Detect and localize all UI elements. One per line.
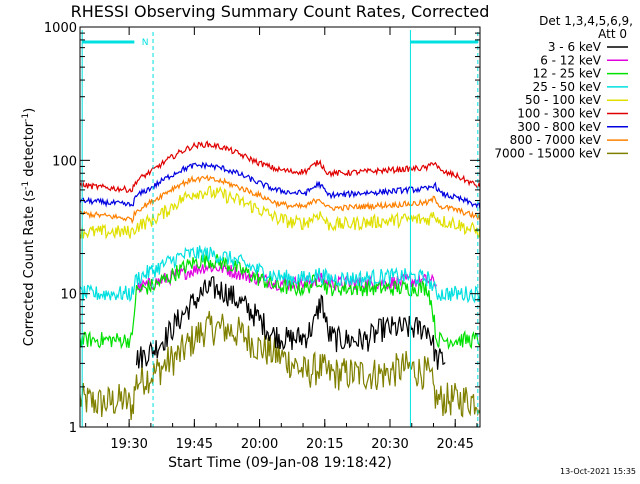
legend-label-5: 100 - 300 keV: [517, 107, 601, 121]
x-tick-label-4: 20:30: [371, 437, 408, 452]
x-tick-label-2: 20:00: [241, 437, 278, 452]
x-tick-label-1: 19:45: [176, 437, 213, 452]
y-tick-label-0: 1: [69, 421, 77, 436]
legend-header-line1: Det 1,3,4,5,6,9,: [539, 14, 633, 28]
night-marker: N: [142, 38, 149, 48]
x-axis-label: Start Time (09-Jan-08 19:18:42): [168, 455, 392, 471]
legend-label-3: 25 - 50 keV: [533, 80, 602, 94]
plot-area: N: [79, 30, 481, 427]
legend-label-1: 6 - 12 keV: [540, 53, 602, 67]
series-line-7: [79, 174, 481, 225]
legend-label-7: 800 - 7000 keV: [510, 133, 602, 147]
y-axis-label: Corrected Count Rate (s-1 detector-1): [21, 108, 37, 346]
y-axis-label-sup2: -1: [21, 113, 31, 122]
series-line-0: [135, 276, 446, 370]
y-axis-label-end: ): [22, 108, 37, 113]
series-line-5: [79, 140, 481, 194]
y-axis-label-main: Corrected Count Rate (s: [22, 190, 37, 347]
y-tick-label-3: 1000: [44, 21, 77, 36]
y-axis-label-sup1: -1: [21, 181, 31, 190]
series-line-8: [79, 310, 481, 421]
chart-title: RHESSI Observing Summary Count Rates, Co…: [71, 2, 490, 21]
x-tick-label-0: 19:30: [110, 437, 147, 452]
timestamp: 13-Oct-2021 15:35: [560, 467, 636, 476]
series-line-6: [79, 161, 481, 209]
legend-label-2: 12 - 25 keV: [533, 67, 602, 81]
x-tick-label-3: 20:15: [306, 437, 343, 452]
series-line-2: [79, 252, 481, 351]
series-line-3: [79, 245, 481, 304]
y-tick-label-1: 10: [60, 288, 77, 303]
x-tick-label-5: 20:45: [436, 437, 473, 452]
y-tick-label-2: 100: [52, 154, 77, 169]
y-axis-label-mid: detector: [22, 121, 37, 181]
y-axis: 1 10 100 1000: [44, 21, 480, 436]
legend-label-8: 7000 - 15000 keV: [494, 146, 601, 160]
series-line-4: [79, 185, 481, 240]
x-axis: 19:30 19:45 20:00 20:15 20:30 20:45: [85, 27, 478, 452]
legend-label-4: 50 - 100 keV: [525, 93, 602, 107]
legend-header-line2: Att 0: [598, 27, 627, 41]
legend-label-0: 3 - 6 keV: [548, 40, 602, 54]
plot-frame: [79, 26, 481, 428]
legend-label-6: 300 - 800 keV: [517, 120, 601, 134]
